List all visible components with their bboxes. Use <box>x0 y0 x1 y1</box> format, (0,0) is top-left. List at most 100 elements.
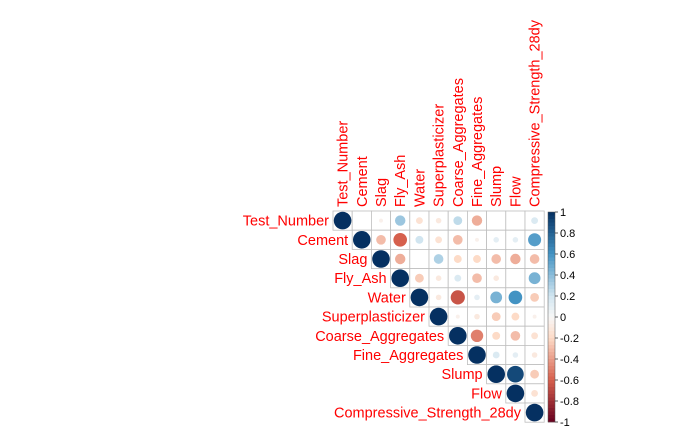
colorbar-segment <box>548 324 555 328</box>
colorbar-segment <box>548 408 555 412</box>
colorbar-segment <box>548 390 555 395</box>
colorbar-segment <box>548 338 555 342</box>
corr-circle-Slag-Superplasticizer <box>433 254 444 264</box>
corr-circle-Test_Number-Coarse_Aggregates <box>453 216 463 226</box>
corr-circle-Cement-Fine_Aggregates <box>475 237 479 242</box>
corr-circle-Cement-Superplasticizer <box>435 236 443 244</box>
corr-circle-Superplasticizer-Fine_Aggregates <box>474 313 480 320</box>
colorbar-segment <box>548 247 555 251</box>
corr-circle-Cement-Compressive_Strength_28dy <box>528 233 542 247</box>
corr-circle-Cement-Slag <box>376 234 386 245</box>
row-label: Slag <box>338 252 367 268</box>
corr-circle-Coarse_Aggregates-Coarse_Aggregates <box>449 327 467 345</box>
column-labels: Test_Number Cement Slag Fly_Ash Water Superpl… <box>336 19 544 207</box>
corr-circle-Flow-Flow <box>506 384 525 403</box>
corr-circle-Water-Compressive_Strength_28dy <box>530 293 539 302</box>
colorbar-segment <box>548 369 555 374</box>
row-label: Test_Number <box>243 214 329 230</box>
corr-circle-Slag-Fine_Aggregates <box>473 255 481 263</box>
row-labels: Test_Number Cement Slag Fly_Ash Water Superpl… <box>243 214 522 422</box>
corr-circle-Test_Number-Fly_Ash <box>394 215 406 226</box>
colorbar-segment <box>548 303 555 307</box>
corr-circle-Water-Water <box>410 288 429 307</box>
row-label: Water <box>368 290 406 306</box>
colorbar-segment <box>548 397 555 402</box>
colorbar-segment <box>548 394 555 398</box>
colorbar-segment <box>548 320 555 325</box>
corr-circle-Water-Fine_Aggregates <box>474 294 480 301</box>
colorbar-segment <box>548 275 555 279</box>
colorbar-tick-label: -0.2 <box>560 333 579 345</box>
corr-circle-Coarse_Aggregates-Compressive_Strength_28dy <box>531 332 539 340</box>
colorbar-segment <box>548 264 555 269</box>
colorbar-segment <box>548 418 555 423</box>
corr-circle-Test_Number-Test_Number <box>333 211 352 230</box>
corr-circle-Slag-Coarse_Aggregates <box>453 255 462 263</box>
corr-circle-Superplasticizer-Superplasticizer <box>429 307 448 326</box>
corr-circle-Fly_Ash-Water <box>415 273 424 283</box>
colorbar-segment <box>548 250 555 255</box>
colorbar-segment <box>548 285 555 290</box>
corr-circle-Fly_Ash-Fly_Ash <box>391 269 410 288</box>
corr-circle-Slag-Slump <box>491 254 502 264</box>
colorbar-segment <box>548 411 555 416</box>
column-label: Flow <box>508 176 524 207</box>
colorbar-segment <box>548 404 555 409</box>
row-label: Fine_Aggregates <box>353 348 463 364</box>
colorbar-tick-label: 0.6 <box>560 249 575 261</box>
colorbar-segment <box>548 261 555 265</box>
corr-circle-Fine_Aggregates-Flow <box>512 352 519 358</box>
colorbar-segment <box>548 278 555 283</box>
corr-circle-Test_Number-Superplasticizer <box>435 217 442 224</box>
colorbar-segment <box>548 352 555 356</box>
colorbar-segment <box>548 271 555 276</box>
corr-circle-Water-Slump <box>490 291 503 304</box>
colorbar-segment <box>548 254 555 258</box>
grid-cell-0-8 <box>486 210 507 231</box>
grid-cell-0-1 <box>351 210 372 231</box>
column-label: Test_Number <box>336 121 352 207</box>
colorbar-segment <box>548 359 555 363</box>
row-label: Cement <box>297 233 348 249</box>
colorbar-segment <box>548 222 555 227</box>
corr-circle-Test_Number-Compressive_Strength_28dy <box>531 217 539 225</box>
corr-circle-Superplasticizer-Slump <box>491 312 501 321</box>
colorbar-segment <box>548 306 555 311</box>
colorbar-segment <box>548 229 555 234</box>
column-label: Slump <box>489 166 505 207</box>
corr-circle-Water-Superplasticizer <box>435 294 442 301</box>
colorbar-segment <box>548 212 555 216</box>
colorbar-tick-label: -1 <box>560 417 570 429</box>
colorbar: 1 0.8 0.6 0.4 0.2 0 -0.2 -0.4 -0.6 -0.8 -1 <box>547 207 579 429</box>
row-label: Flow <box>471 386 502 402</box>
column-label: Cement <box>355 156 371 207</box>
corr-circle-Water-Flow <box>508 290 523 305</box>
corr-circle-Coarse_Aggregates-Fine_Aggregates <box>470 329 484 343</box>
colorbar-segment <box>548 240 555 244</box>
corr-circle-Slump-Slump <box>487 365 506 384</box>
column-label: Fine_Aggregates <box>470 97 486 207</box>
corr-circle-Superplasticizer-Flow <box>511 312 520 321</box>
grid-cell-0-9 <box>505 210 526 231</box>
row-label: Compressive_Strength_28dy <box>334 406 522 422</box>
column-label: Compressive_Strength_28dy <box>528 19 544 207</box>
corr-circle-Test_Number-Water <box>415 217 423 225</box>
circle-layer <box>333 211 544 422</box>
colorbar-segment <box>548 282 555 286</box>
colorbar-segment <box>548 289 555 293</box>
corr-circle-Coarse_Aggregates-Slump <box>492 331 501 340</box>
colorbar-segment <box>548 380 555 384</box>
corr-circle-Superplasticizer-Coarse_Aggregates <box>455 314 460 319</box>
colorbar-segment <box>548 376 555 381</box>
colorbar-segment <box>548 341 555 346</box>
corr-circle-Coarse_Aggregates-Flow <box>510 330 521 341</box>
colorbar-segment <box>548 292 555 297</box>
corr-circle-Test_Number-Slag <box>379 218 383 223</box>
colorbar-segment <box>548 362 555 367</box>
corr-circle-Cement-Coarse_Aggregates <box>452 234 463 245</box>
colorbar-segment <box>548 415 555 419</box>
colorbar-segment <box>548 226 555 230</box>
corr-circle-Cement-Fly_Ash <box>393 232 408 247</box>
corr-circle-Slump-Flow <box>507 365 524 383</box>
colorbar-segment <box>548 233 555 237</box>
